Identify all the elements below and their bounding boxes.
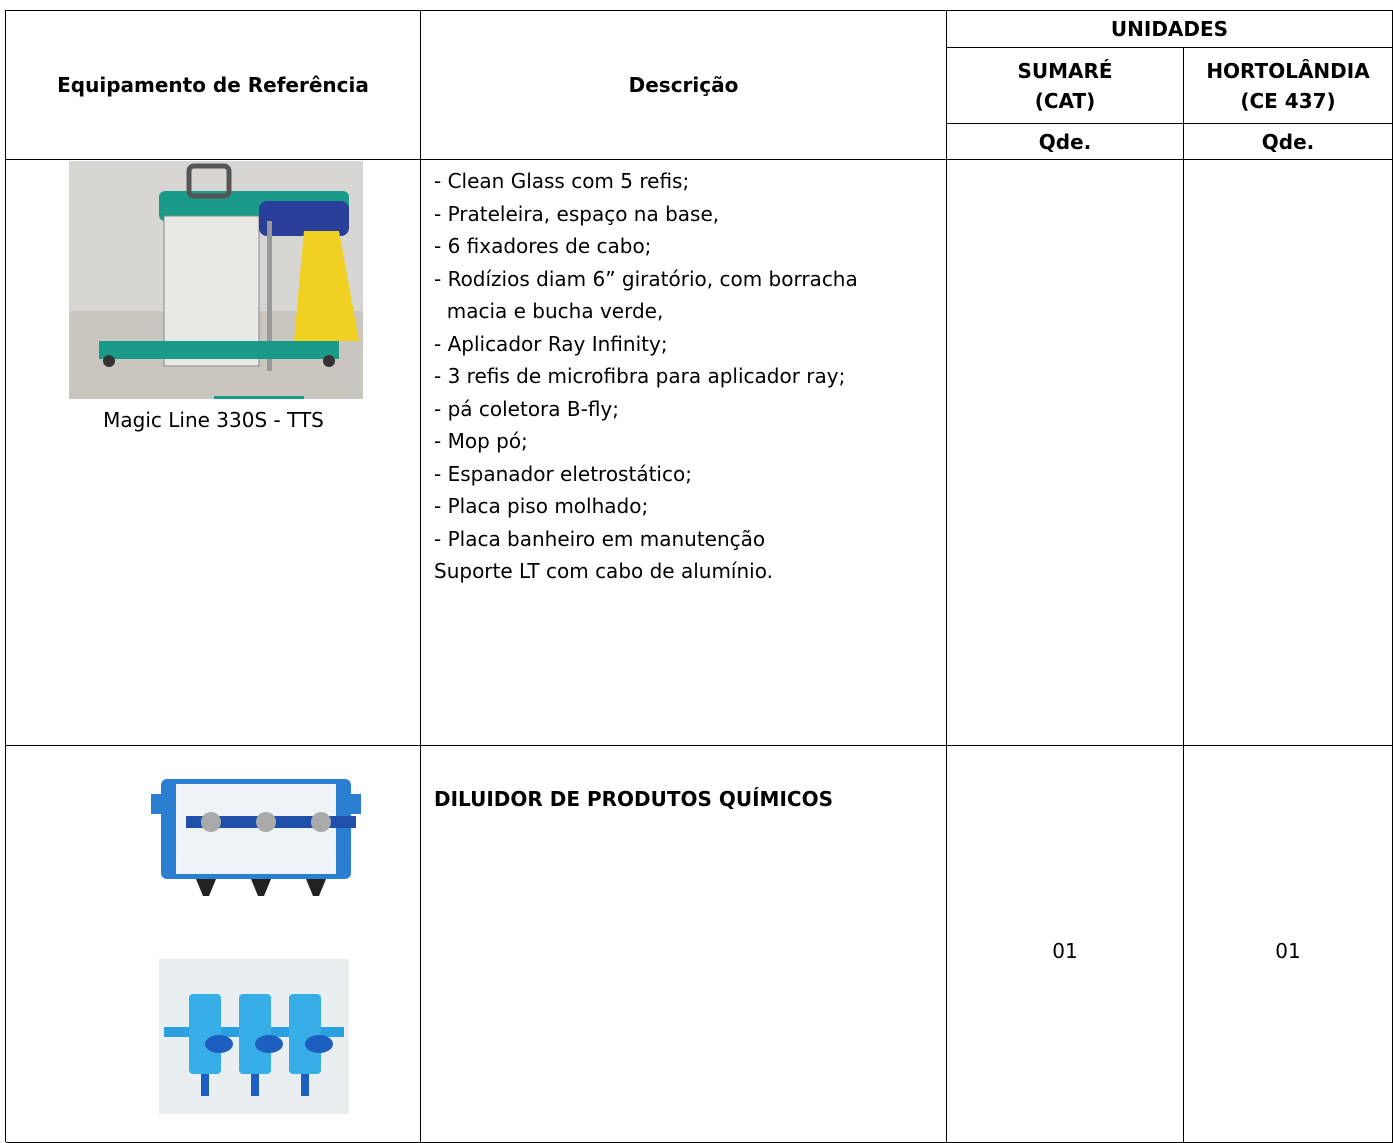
- caption-text: Magic Line 330S - TTS: [103, 408, 324, 432]
- equipment-cell: [6, 746, 421, 1143]
- diluter-image: [151, 779, 361, 896]
- description-line: - Prateleira, espaço na base,: [434, 201, 720, 226]
- qty-cell: 01: [947, 746, 1184, 1143]
- header-cell: HORTOLÂNDIA (CE 437): [1184, 48, 1393, 124]
- cart-image: [69, 161, 363, 399]
- description-cell: - Clean Glass com 5 refis; - Prateleira, …: [421, 160, 947, 746]
- header-cell: Equipamento de Referência: [6, 11, 421, 160]
- header-text: Qde.: [1261, 129, 1315, 154]
- qty-text: 01: [1052, 939, 1078, 963]
- header-cell: Descrição: [421, 11, 947, 160]
- description-line: - 6 fixadores de cabo;: [434, 234, 652, 258]
- table: Equipamento de Referência Descrição UNID…: [5, 10, 1393, 1143]
- description-line: - Placa banheiro em manutenção: [434, 526, 766, 551]
- qty-text: 01: [1275, 939, 1301, 963]
- description-line: - Aplicador Ray Infinity;: [434, 331, 668, 356]
- header-text: HORTOLÂNDIA: [1206, 58, 1370, 83]
- qty-cell: 01: [1184, 746, 1393, 1143]
- header-text: (CAT): [1034, 88, 1096, 113]
- description-cell: DILUIDOR DE PRODUTOS QUÍMICOS: [421, 746, 947, 1143]
- equipment-cell: Magic Line 330S - TTS: [6, 160, 421, 746]
- qty-cell: [1184, 160, 1393, 746]
- description-line: - Placa piso molhado;: [434, 494, 649, 518]
- description-line: - 3 refis de microfibra para aplicador r…: [434, 364, 846, 388]
- header-cell: Qde.: [1184, 124, 1393, 160]
- description-line: Suporte LT com cabo de alumínio.: [434, 559, 773, 583]
- header-text: Equipamento de Referência: [57, 73, 369, 97]
- description-line: - Rodízios diam 6” giratório, com borrac…: [434, 266, 858, 291]
- header-text: SUMARÉ: [1017, 58, 1113, 83]
- description-line: macia e bucha verde,: [434, 299, 664, 323]
- description-line: - Mop pó;: [434, 429, 528, 453]
- description-line: - Clean Glass com 5 refis;: [434, 169, 690, 193]
- valves-image: [159, 959, 349, 1114]
- qty-cell: [947, 160, 1184, 746]
- description-line: - Espanador eletrostático;: [434, 461, 692, 486]
- header-cell: SUMARÉ (CAT): [947, 48, 1184, 124]
- header-text: (CE 437): [1240, 88, 1336, 113]
- description-line: - pá coletora B-fly;: [434, 396, 619, 421]
- header-cell: Qde.: [947, 124, 1184, 160]
- description-title: DILUIDOR DE PRODUTOS QUÍMICOS: [434, 787, 833, 811]
- header-text: Descrição: [628, 73, 739, 97]
- header-cell: UNIDADES: [947, 11, 1393, 48]
- header-text: Qde.: [1038, 129, 1092, 154]
- caption: Magic Line 330S - TTS: [6, 408, 421, 432]
- header-text: UNIDADES: [1110, 17, 1229, 41]
